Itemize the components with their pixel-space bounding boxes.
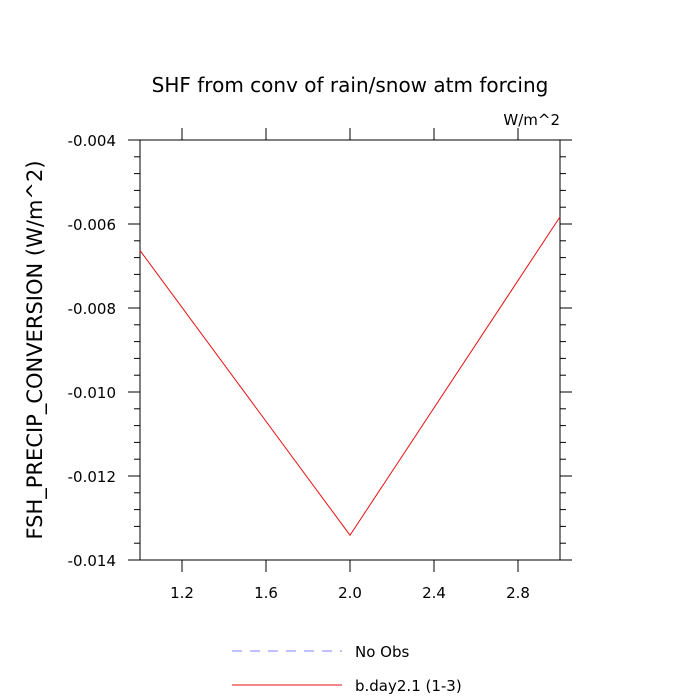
x-tick-label-1: 1.6 xyxy=(254,584,278,602)
y-tick-label-4: -0.012 xyxy=(68,468,116,486)
y-tick-label-3: -0.010 xyxy=(68,384,116,402)
legend-label-0: No Obs xyxy=(355,643,409,661)
series-lines xyxy=(139,216,561,537)
legend: No Obs b.day2.1 (1-3) xyxy=(232,643,462,695)
axis-ticks xyxy=(128,128,572,572)
y-axis-label: FSH_PRECIP_CONVERSION (W/m^2) xyxy=(23,160,48,539)
chart-title: SHF from conv of rain/snow atm forcing xyxy=(152,73,549,97)
y-tick-label-2: -0.008 xyxy=(68,300,116,318)
plot-frame xyxy=(139,139,561,561)
legend-label-1: b.day2.1 (1-3) xyxy=(355,677,462,695)
x-tick-label-3: 2.4 xyxy=(422,584,446,602)
x-tick-label-0: 1.2 xyxy=(170,584,194,602)
series-line-1 xyxy=(139,216,561,537)
x-tick-label-4: 2.8 xyxy=(506,584,530,602)
y-tick-label-1: -0.006 xyxy=(68,216,116,234)
y-tick-label-5: -0.014 xyxy=(68,552,116,570)
y-tick-label-0: -0.004 xyxy=(68,132,116,150)
axis-tick-labels: 1.2 1.6 2.0 2.4 2.8 -0.004 -0.006 -0.008 -0.010 -… xyxy=(68,132,530,602)
chart-units: W/m^2 xyxy=(503,111,560,129)
x-tick-label-2: 2.0 xyxy=(338,584,362,602)
